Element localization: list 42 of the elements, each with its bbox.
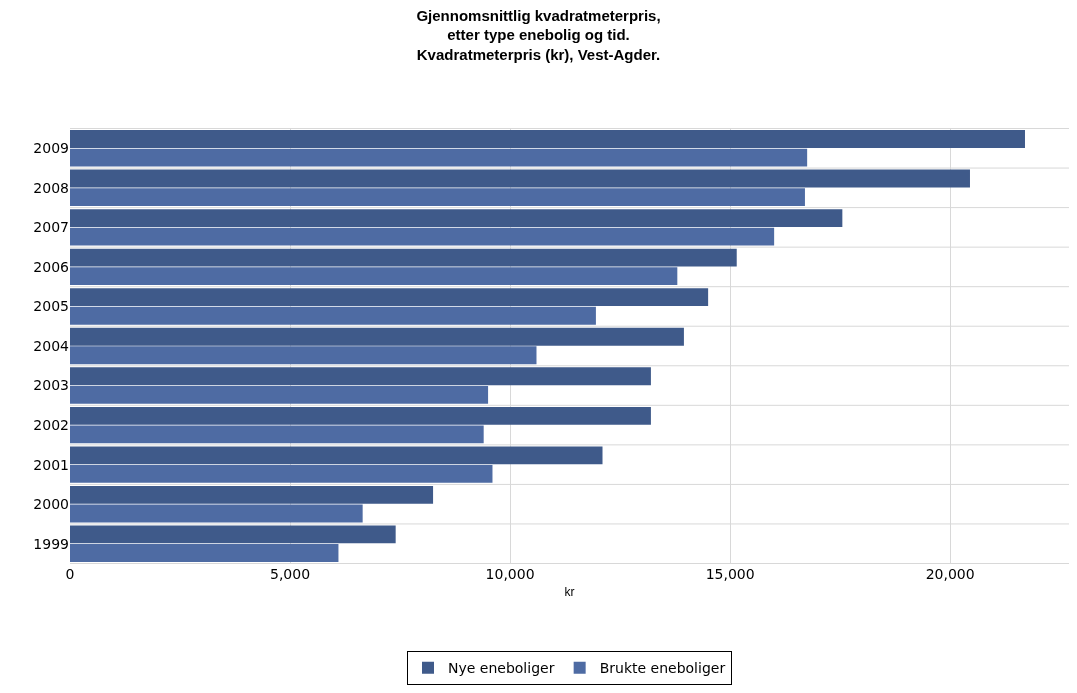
bar	[70, 169, 970, 188]
y-tick-label: 1999	[33, 535, 69, 552]
y-tick-label: 2003	[33, 377, 69, 394]
bar	[70, 227, 775, 246]
bar	[70, 504, 363, 523]
bar	[70, 485, 434, 504]
legend-label: Brukte eneboliger	[599, 660, 726, 677]
x-tick-label: 5,000	[269, 566, 311, 582]
bar	[70, 209, 843, 227]
bar	[70, 525, 396, 544]
y-tick-label: 2009	[33, 140, 69, 157]
y-tick-label: 2000	[33, 496, 69, 513]
bar	[70, 544, 339, 562]
chart-title: Gjennomsnittlig kvadratmeterpris, etter type enebolig og tid. Kvadratmeterpris (kr), Vest-Agder.	[416, 6, 661, 63]
x-tick-label: 15,000	[705, 566, 755, 582]
x-tick-label: 10,000	[485, 566, 535, 582]
y-tick-label: 2006	[33, 258, 70, 275]
y-tick-label: 2004	[33, 337, 70, 354]
bar	[70, 188, 805, 207]
bar	[70, 406, 651, 425]
bar	[70, 267, 678, 286]
x-axis-title: kr	[564, 584, 575, 599]
y-tick-label: 2002	[33, 416, 69, 433]
bar	[70, 306, 596, 325]
x-tick-label: 20,000	[925, 566, 975, 582]
bar	[70, 385, 489, 404]
legend-label: Nye eneboliger	[448, 660, 555, 677]
y-tick-label: 2005	[33, 298, 69, 315]
y-tick-label: 2007	[33, 219, 69, 236]
bar	[70, 346, 537, 365]
bar	[70, 425, 484, 444]
bar	[70, 130, 1025, 148]
bar	[70, 288, 709, 307]
bar	[70, 148, 808, 167]
bar	[70, 446, 603, 465]
bar	[70, 327, 684, 346]
y-tick-label: 2008	[33, 179, 69, 196]
bar	[70, 465, 493, 483]
bar	[70, 367, 651, 386]
y-tick-label: 2001	[33, 456, 69, 473]
x-tick-label: 0	[65, 566, 75, 582]
bar	[70, 248, 737, 267]
